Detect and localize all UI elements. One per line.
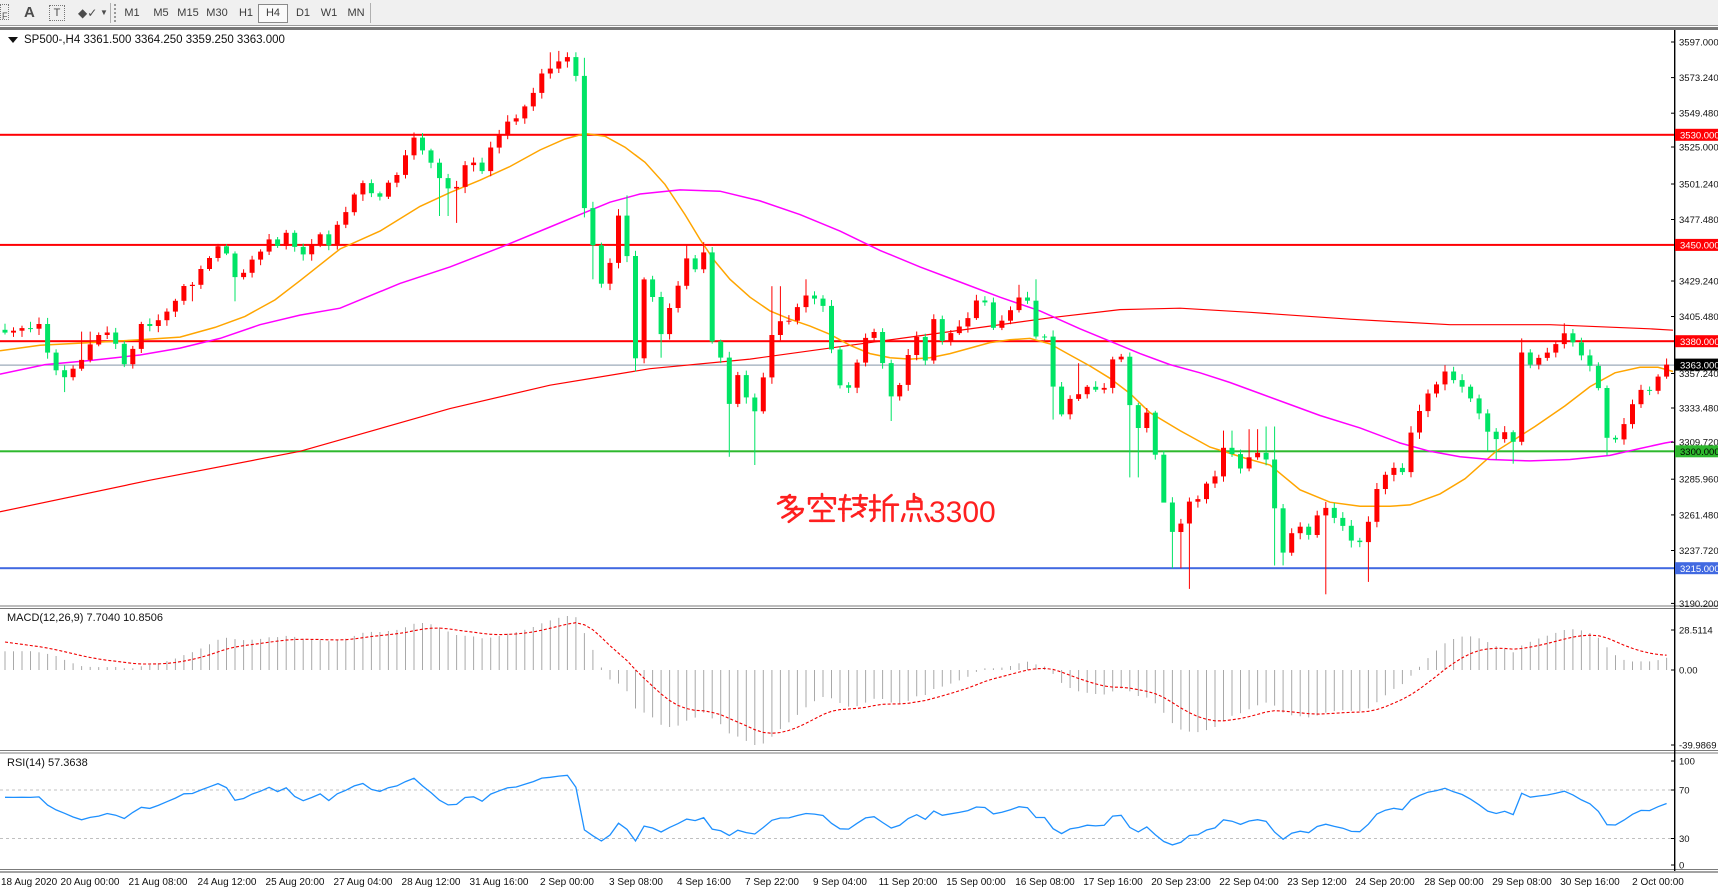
- svg-text:3525.000: 3525.000: [1679, 143, 1718, 154]
- svg-text:3477.480: 3477.480: [1679, 215, 1718, 226]
- svg-text:3300: 3300: [929, 496, 996, 529]
- svg-text:20 Sep 23:00: 20 Sep 23:00: [1151, 877, 1211, 888]
- svg-text:11 Sep 20:00: 11 Sep 20:00: [879, 877, 938, 888]
- svg-text:15 Sep 00:00: 15 Sep 00:00: [946, 877, 1006, 888]
- svg-text:MACD(12,26,9) 7.7040 10.8506: MACD(12,26,9) 7.7040 10.8506: [7, 612, 163, 624]
- svg-text:31 Aug 16:00: 31 Aug 16:00: [470, 877, 529, 888]
- svg-text:7 Sep 22:00: 7 Sep 22:00: [745, 877, 799, 888]
- svg-text:3429.240: 3429.240: [1679, 277, 1718, 288]
- svg-text:30 Sep 16:00: 30 Sep 16:00: [1560, 877, 1620, 888]
- svg-text:18 Aug 2020: 18 Aug 2020: [1, 877, 58, 888]
- svg-text:3549.480: 3549.480: [1679, 109, 1718, 120]
- svg-text:24 Sep 20:00: 24 Sep 20:00: [1355, 877, 1415, 888]
- svg-text:3261.480: 3261.480: [1679, 510, 1718, 521]
- svg-text:9 Sep 04:00: 9 Sep 04:00: [813, 877, 867, 888]
- svg-text:70: 70: [1679, 786, 1690, 797]
- svg-text:3380.000: 3380.000: [1680, 337, 1718, 348]
- svg-text:2 Sep 00:00: 2 Sep 00:00: [540, 877, 594, 888]
- svg-text:3190.200: 3190.200: [1679, 599, 1718, 610]
- svg-text:RSI(14) 57.3638: RSI(14) 57.3638: [7, 757, 88, 769]
- svg-text:3309.720: 3309.720: [1679, 438, 1718, 449]
- svg-text:29 Sep 08:00: 29 Sep 08:00: [1492, 877, 1552, 888]
- svg-text:2 Oct 00:00: 2 Oct 00:00: [1632, 877, 1684, 888]
- svg-text:25 Aug 20:00: 25 Aug 20:00: [266, 877, 325, 888]
- svg-text:20 Aug 00:00: 20 Aug 00:00: [61, 877, 120, 888]
- svg-text:28.5114: 28.5114: [1679, 626, 1713, 637]
- svg-text:23 Sep 12:00: 23 Sep 12:00: [1287, 877, 1347, 888]
- svg-text:3357.240: 3357.240: [1679, 369, 1718, 380]
- svg-text:3501.240: 3501.240: [1679, 180, 1718, 191]
- svg-text:3405.480: 3405.480: [1679, 312, 1718, 323]
- svg-text:3 Sep 08:00: 3 Sep 08:00: [609, 877, 663, 888]
- svg-text:16 Sep 08:00: 16 Sep 08:00: [1015, 877, 1075, 888]
- svg-text:0.00: 0.00: [1679, 666, 1698, 677]
- svg-text:28 Sep 00:00: 28 Sep 00:00: [1424, 877, 1484, 888]
- svg-text:3285.960: 3285.960: [1679, 475, 1718, 486]
- svg-text:3597.000: 3597.000: [1679, 38, 1718, 49]
- svg-text:3363.000: 3363.000: [1680, 360, 1718, 371]
- svg-text:22 Sep 04:00: 22 Sep 04:00: [1219, 877, 1279, 888]
- svg-text:3300.000: 3300.000: [1680, 447, 1718, 458]
- svg-text:30: 30: [1679, 834, 1690, 845]
- svg-text:17 Sep 16:00: 17 Sep 16:00: [1083, 877, 1143, 888]
- svg-text:27 Aug 04:00: 27 Aug 04:00: [334, 877, 393, 888]
- svg-text:100: 100: [1679, 757, 1695, 768]
- svg-text:3530.000: 3530.000: [1680, 131, 1718, 142]
- svg-text:3237.720: 3237.720: [1679, 546, 1718, 557]
- svg-text:-39.9869: -39.9869: [1679, 741, 1717, 752]
- svg-text:3573.240: 3573.240: [1679, 73, 1718, 84]
- svg-text:3215.000: 3215.000: [1680, 564, 1718, 575]
- svg-text:SP500-,H4 3361.500 3364.250 3: SP500-,H4 3361.500 3364.250 3359.250 336…: [24, 34, 285, 46]
- svg-text:24 Aug 12:00: 24 Aug 12:00: [198, 877, 257, 888]
- svg-text:4 Sep 16:00: 4 Sep 16:00: [677, 877, 731, 888]
- svg-text:21 Aug 08:00: 21 Aug 08:00: [129, 877, 188, 888]
- svg-text:3333.480: 3333.480: [1679, 404, 1718, 415]
- svg-text:0: 0: [1679, 861, 1684, 872]
- svg-text:3450.000: 3450.000: [1680, 241, 1718, 252]
- svg-text:28 Aug 12:00: 28 Aug 12:00: [402, 877, 461, 888]
